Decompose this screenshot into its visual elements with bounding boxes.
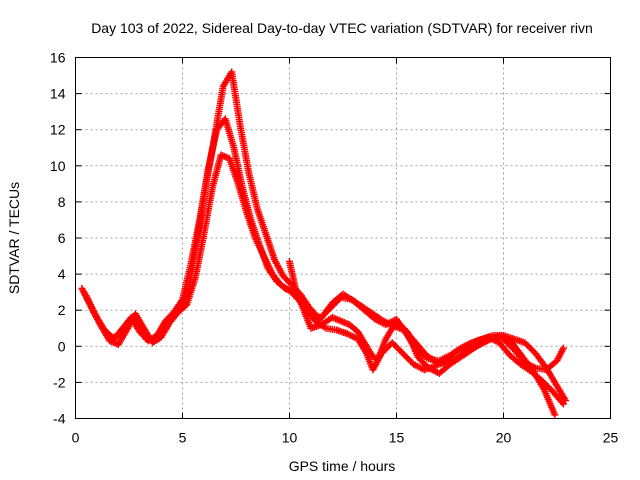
y-tick-label: -2 [53,374,66,390]
y-tick-label: 10 [50,158,66,174]
y-axis-label: SDTVAR / TECUs [6,182,22,294]
data-point [335,295,343,303]
data-point [558,398,566,406]
x-tick-label: 15 [389,430,405,446]
y-tick-label: 0 [58,338,66,354]
grid-layer [75,57,611,419]
series-track-2 [80,151,567,408]
y-tick-label: -4 [53,411,66,427]
y-tick-label: 12 [50,122,66,138]
data-point [559,344,567,352]
y-tick-label: 8 [58,194,66,210]
marks-layer [78,68,570,419]
series-track-3 [82,68,559,419]
series-track-4 [286,257,567,377]
x-tick-label: 0 [72,430,80,446]
x-axis-label: GPS time / hours [289,458,396,474]
x-tick-label: 5 [179,430,187,446]
y-tick-label: 4 [58,266,66,282]
y-tick-label: 16 [50,50,66,66]
x-tick-label: 10 [282,430,298,446]
y-tick-label: 2 [58,302,66,318]
x-tick-label: 20 [496,430,512,446]
chart-title: Day 103 of 2022, Sidereal Day-to-day VTE… [91,20,593,36]
plot-frame [75,57,611,419]
data-point [559,400,567,408]
series-track-1 [78,115,570,404]
y-tick-label: 14 [50,86,66,102]
x-tick-label: 25 [603,430,619,446]
tick-layer: 0 5 10 15 20 25 -4 -2 0 2 4 6 8 10 12 14 16 [50,50,619,446]
y-tick-label: 6 [58,230,66,246]
data-point [551,411,559,419]
